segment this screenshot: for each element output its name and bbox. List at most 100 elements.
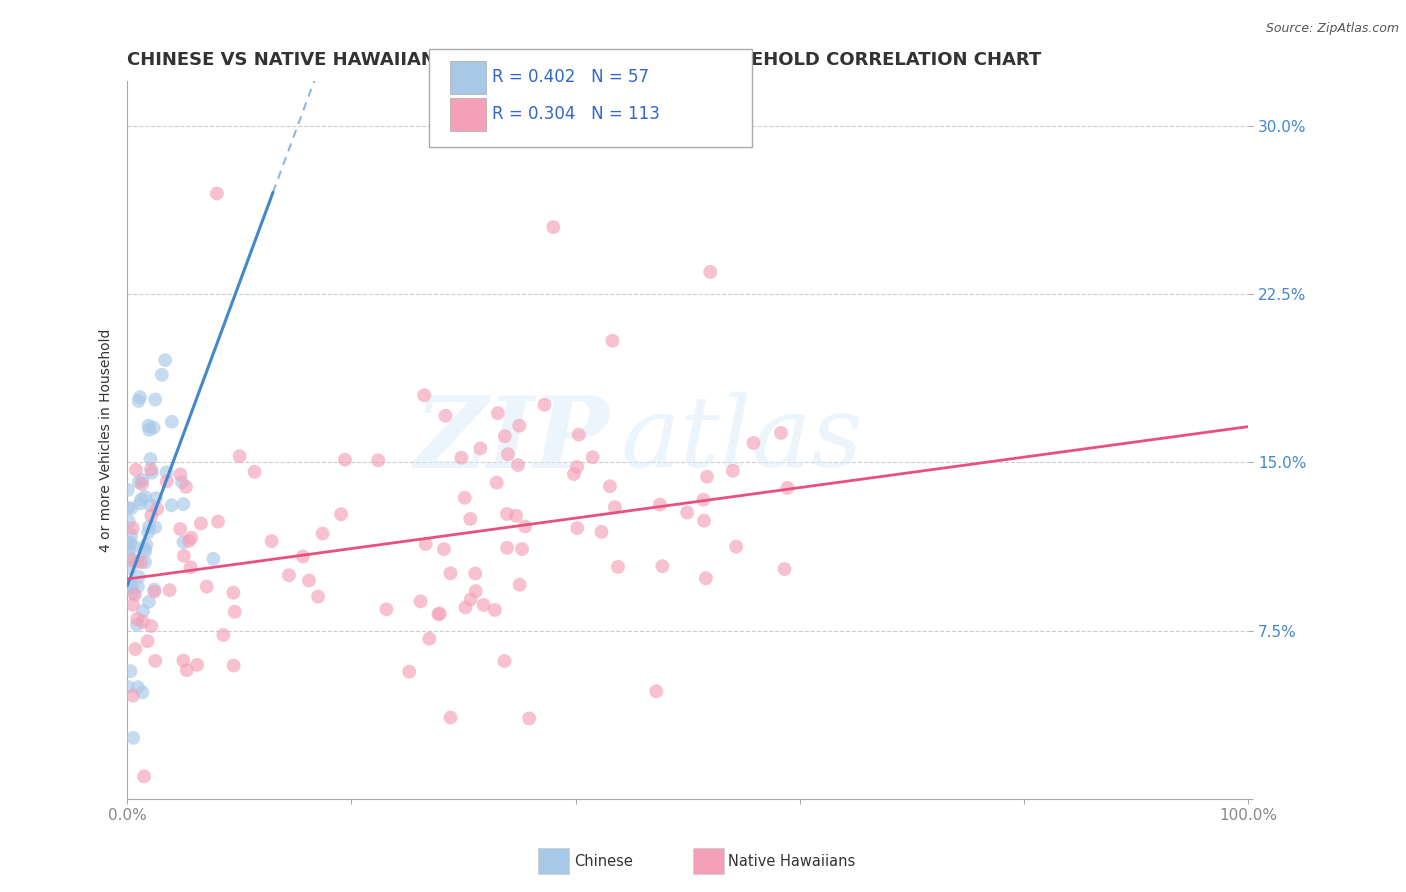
Point <box>139 452 162 467</box>
Point <box>117 483 139 497</box>
Point <box>176 663 198 677</box>
Text: R = 0.304   N = 113: R = 0.304 N = 113 <box>492 105 659 123</box>
Point <box>496 447 519 461</box>
Point <box>121 689 143 703</box>
Point <box>121 598 143 612</box>
Point <box>132 604 155 618</box>
Point <box>169 522 191 536</box>
Point <box>470 442 492 456</box>
Point <box>141 508 163 523</box>
Point <box>434 409 457 423</box>
Point <box>228 449 250 463</box>
Point <box>122 586 145 600</box>
Point <box>429 607 451 621</box>
Point <box>222 585 245 599</box>
Point <box>134 555 156 569</box>
Point <box>136 525 159 540</box>
Point <box>127 555 149 569</box>
Point <box>486 406 509 420</box>
Point <box>173 549 195 563</box>
Point <box>496 541 519 555</box>
Point <box>464 584 486 599</box>
Point <box>651 559 673 574</box>
Point <box>599 479 621 493</box>
Point <box>124 642 146 657</box>
Point <box>141 619 163 633</box>
Point <box>180 531 202 545</box>
Point <box>398 665 420 679</box>
Point <box>174 480 197 494</box>
Point <box>118 541 141 556</box>
Point <box>138 423 160 437</box>
Point <box>505 508 527 523</box>
Text: R = 0.402   N = 57: R = 0.402 N = 57 <box>492 68 650 86</box>
Point <box>330 508 353 522</box>
Point <box>153 353 176 368</box>
Point <box>460 592 482 607</box>
Point <box>117 535 139 549</box>
Point <box>773 562 796 576</box>
Point <box>260 534 283 549</box>
Point <box>190 516 212 531</box>
Point <box>129 555 152 569</box>
Point <box>472 598 495 612</box>
Point <box>202 551 225 566</box>
Point <box>186 657 208 672</box>
Point <box>333 452 356 467</box>
Point <box>427 607 450 622</box>
Point <box>645 684 668 698</box>
Point <box>122 731 145 745</box>
Point <box>139 499 162 513</box>
Point <box>134 544 156 558</box>
Point <box>134 541 156 556</box>
Point <box>141 466 163 480</box>
Point <box>155 466 177 480</box>
Point <box>582 450 605 465</box>
Point <box>180 560 202 574</box>
Point <box>117 500 139 515</box>
Point <box>160 415 183 429</box>
Point <box>131 685 153 699</box>
Point <box>742 436 765 450</box>
Point <box>243 465 266 479</box>
Point <box>120 665 142 679</box>
Point <box>138 519 160 533</box>
Point <box>291 549 314 564</box>
Point <box>136 634 159 648</box>
Point <box>278 568 301 582</box>
Point <box>696 469 718 483</box>
Point <box>128 496 150 510</box>
Point <box>177 534 200 549</box>
Point <box>494 654 516 668</box>
Point <box>138 595 160 609</box>
Point <box>120 528 142 542</box>
Point <box>125 463 148 477</box>
Point <box>121 553 143 567</box>
Point <box>460 512 482 526</box>
Point <box>699 265 721 279</box>
Text: ZIP: ZIP <box>415 392 609 488</box>
Point <box>120 501 142 516</box>
Point <box>510 541 533 556</box>
Point <box>143 654 166 668</box>
Point <box>450 450 472 465</box>
Point <box>143 584 166 599</box>
Point <box>567 521 589 535</box>
Point <box>125 617 148 632</box>
Point <box>591 524 613 539</box>
Point <box>124 588 146 602</box>
Point <box>509 578 531 592</box>
Point <box>311 526 333 541</box>
Point <box>307 590 329 604</box>
Point <box>129 390 152 404</box>
Point <box>224 605 246 619</box>
Point <box>413 388 436 402</box>
Point <box>508 418 530 433</box>
Point <box>494 429 516 443</box>
Point <box>207 515 229 529</box>
Point <box>506 458 529 472</box>
Point <box>143 520 166 534</box>
Text: Native Hawaiians: Native Hawaiians <box>728 855 856 869</box>
Point <box>138 418 160 433</box>
Point <box>118 515 141 529</box>
